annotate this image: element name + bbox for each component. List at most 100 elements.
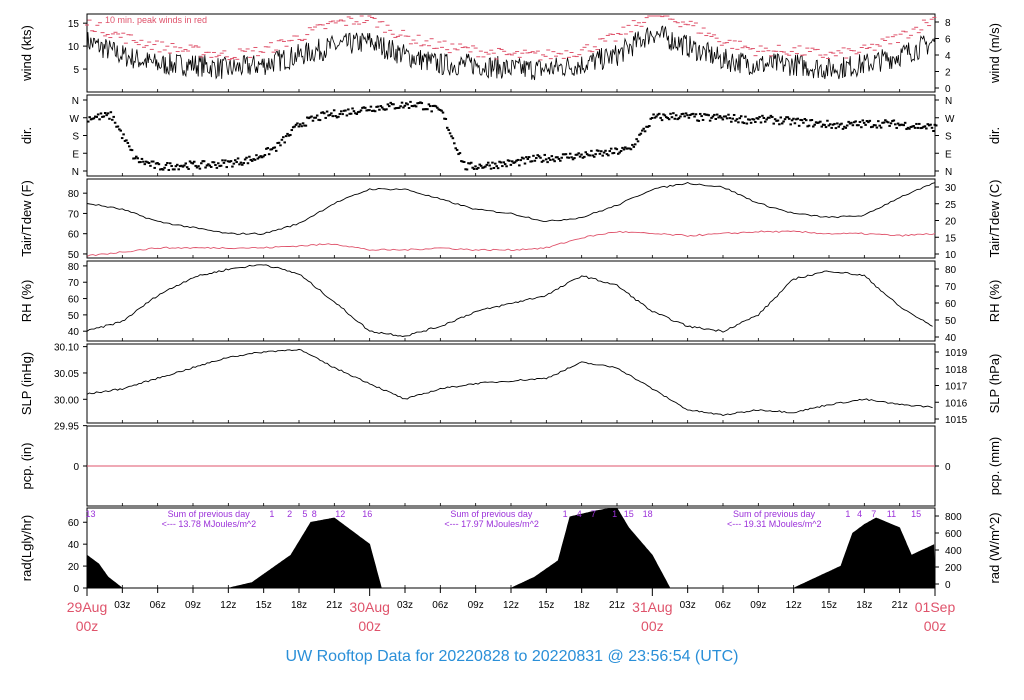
radiation-hour-marks: 13 1 2 5 8 12 16 1 4 7 1 15 18 1 4 7 11 15 (86, 509, 922, 519)
direction-point (455, 148, 459, 151)
direction-point (116, 125, 120, 128)
direction-point (416, 102, 419, 105)
direction-point (772, 122, 775, 125)
direction-point (307, 117, 310, 120)
direction-point (608, 150, 612, 153)
direction-point (320, 111, 323, 114)
direction-point (619, 150, 623, 153)
direction-point (94, 115, 97, 118)
direction-point (797, 124, 801, 127)
direction-point (366, 109, 370, 112)
direction-point (544, 158, 548, 161)
direction-point (450, 135, 453, 138)
direction-point (824, 126, 828, 129)
direction-point (464, 168, 467, 171)
direction-point (380, 106, 384, 109)
panel-pressure: SLP (inHg) SLP (hPa) 29.95 30.00 30.05 30.10 1… (19, 343, 1002, 433)
direction-point (687, 116, 691, 119)
direction-point (915, 122, 918, 125)
direction-point (289, 133, 292, 136)
direction-point (113, 121, 117, 124)
direction-point (646, 125, 650, 128)
direction-point (137, 161, 141, 164)
direction-point (267, 153, 271, 156)
direction-point (539, 156, 542, 159)
direction-point (547, 157, 551, 160)
direction-point (301, 122, 305, 125)
direction-point (848, 122, 852, 125)
direction-point (788, 117, 791, 120)
direction-point (773, 118, 777, 121)
radiation-hour-mark: 4 (577, 509, 582, 519)
wind-ytick-left-label: 10 (68, 42, 80, 53)
direction-point (862, 121, 866, 124)
hour-tick-label: 21z (892, 600, 908, 611)
temperature-ytick-left-label: 80 (68, 189, 80, 200)
direction-point (662, 113, 665, 116)
direction-point (290, 129, 294, 132)
direction-point (923, 125, 927, 128)
direction-point (118, 128, 121, 131)
direction-point (183, 164, 186, 167)
direction-point (535, 157, 538, 160)
direction-point (533, 159, 537, 162)
direction-point (460, 160, 463, 163)
direction-point (908, 127, 911, 130)
direction-point (669, 112, 672, 115)
direction-point (198, 167, 202, 170)
direction-point (518, 164, 521, 167)
direction-point (872, 124, 876, 127)
direction-point (142, 160, 145, 163)
direction-point (929, 123, 932, 126)
direction-point (721, 118, 725, 121)
direction-point (372, 109, 375, 112)
direction-point (511, 160, 514, 163)
direction-point (602, 151, 606, 154)
direction-point (738, 117, 742, 120)
direction-point (920, 126, 924, 129)
direction-point (347, 108, 350, 111)
direction-point (195, 166, 199, 169)
direction-ytick-left-label: N (72, 96, 79, 107)
direction-point (108, 117, 111, 120)
direction-point (313, 116, 316, 119)
direction-point (489, 167, 493, 170)
direction-point (129, 148, 132, 151)
hour-tick-label: 06z (150, 600, 166, 611)
direction-point (570, 156, 573, 159)
direction-point (615, 148, 619, 151)
radiation-hour-mark: 1 (269, 509, 274, 519)
direction-point (270, 148, 274, 151)
direction-point (202, 160, 206, 163)
direction-point (112, 115, 115, 118)
direction-point (660, 119, 664, 122)
direction-point (527, 156, 531, 159)
direction-point (327, 114, 330, 117)
direction-point (913, 126, 917, 129)
direction-point (641, 129, 644, 132)
direction-point (785, 116, 788, 119)
direction-point (836, 122, 839, 125)
direction-point (735, 118, 739, 121)
direction-point (386, 103, 390, 106)
direction-point (334, 115, 337, 118)
direction-ytick-right-label: N (945, 167, 952, 178)
direction-point (807, 124, 811, 127)
rh-ytick-left-label: 80 (68, 262, 80, 273)
direction-point (844, 126, 848, 129)
radiation-hour-mark: 1 (845, 509, 850, 519)
direction-point (621, 146, 624, 149)
radiation-ylabel: rad(Lgly/hr) (19, 515, 34, 581)
direction-point (245, 156, 248, 159)
direction-point (156, 162, 159, 165)
direction-point (262, 155, 265, 158)
direction-point (434, 105, 438, 108)
direction-point (392, 103, 395, 106)
rh-ytick-right-label: 70 (945, 282, 957, 293)
direction-point (761, 114, 764, 117)
direction-point (526, 157, 530, 160)
direction-point (188, 160, 192, 163)
direction-point (265, 147, 268, 150)
